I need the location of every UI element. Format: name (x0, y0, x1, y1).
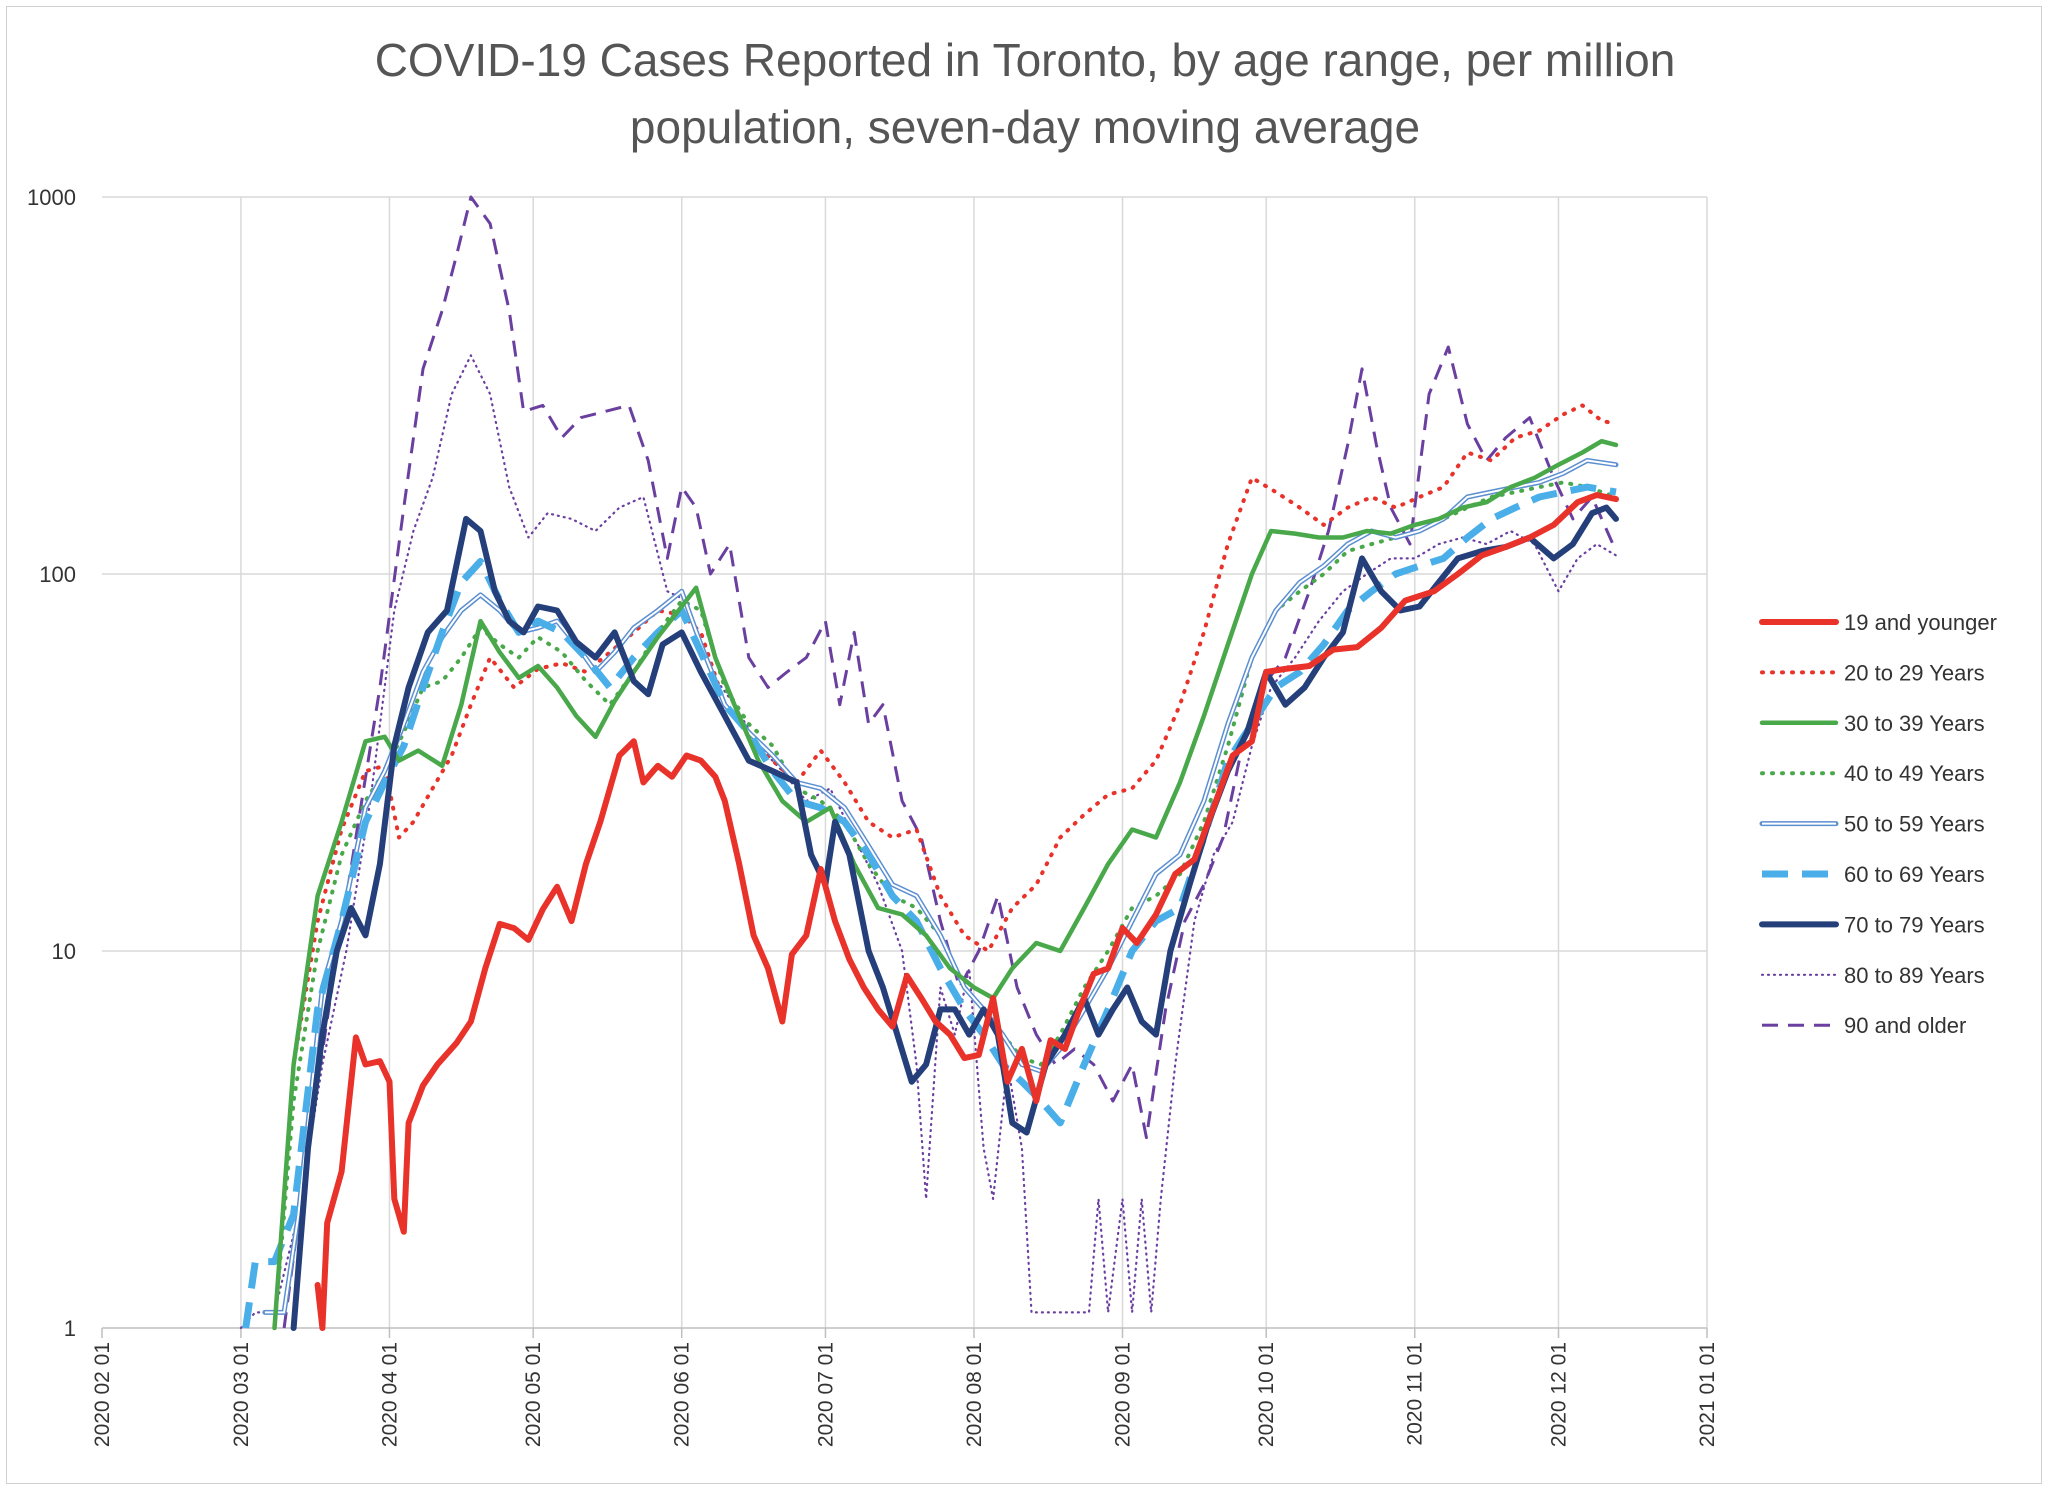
legend-item-80-to-89-years: 80 to 89 Years (1760, 963, 1985, 988)
x-tick-label: 2020 11 01 (1404, 1342, 1427, 1446)
x-tick-label: 2020 10 01 (1255, 1342, 1278, 1447)
series-line-30-to-39-years (272, 438, 1619, 1331)
chart-frame (6, 6, 2042, 1484)
gridlines (102, 196, 1708, 1328)
legend-item-90-and-older: 90 and older (1762, 1013, 1966, 1038)
y-tick-label: 1000 (27, 185, 76, 210)
legend-item-50-to-59-years: 50 to 59 Years (1759, 812, 1985, 837)
legend-item-40-to-49-years: 40 to 49 Years (1760, 761, 1985, 786)
legend-label: 40 to 49 Years (1844, 761, 1985, 786)
chart-title-line-1: COVID-19 Cases Reported in Toronto, by a… (375, 34, 1676, 86)
series-line-70-to-79-years (290, 504, 1619, 1331)
x-tick-label: 2020 02 01 (91, 1342, 114, 1447)
legend-item-70-to-79-years: 70 to 79 Years (1759, 912, 1985, 937)
y-tick-label: 10 (52, 939, 76, 964)
x-tick-label: 2020 12 01 (1547, 1342, 1570, 1447)
y-tick-label: 1 (64, 1316, 76, 1341)
series-line-90-and-older (282, 195, 1618, 1329)
legend-label: 70 to 79 Years (1844, 912, 1985, 937)
series-line-50-to-59-years (262, 458, 1619, 1315)
legend-label: 30 to 39 Years (1844, 711, 1985, 736)
axes: 2020 02 01 2020 03 01 2020 04 01 2020 05 01… (27, 185, 1719, 1447)
x-tick-label: 2020 08 01 (963, 1342, 986, 1447)
x-tick-label: 2020 03 01 (230, 1342, 253, 1447)
legend-label: 60 to 69 Years (1844, 862, 1985, 887)
series-line-60-to-69-years (242, 483, 1617, 1329)
legend-label: 80 to 89 Years (1844, 963, 1985, 988)
series-line-19-and-younger (314, 492, 1619, 1331)
x-tick-label: 2020 07 01 (814, 1342, 837, 1447)
legend-item-60-to-69-years: 60 to 69 Years (1762, 862, 1985, 887)
x-tick-label: 2020 06 01 (671, 1342, 694, 1447)
legend: 19 and younger 20 to 29 Years 30 to 39 Yea… (1759, 610, 1997, 1038)
x-tick-label: 2020 09 01 (1111, 1342, 1134, 1447)
x-tick-label: 2020 04 01 (378, 1342, 401, 1447)
legend-label: 19 and younger (1844, 610, 1997, 635)
x-tick-label: 2020 05 01 (522, 1342, 545, 1447)
legend-item-30-to-39-years: 30 to 39 Years (1759, 711, 1985, 736)
legend-label: 90 and older (1844, 1013, 1966, 1038)
y-tick-label: 100 (39, 562, 76, 587)
legend-item-20-to-29-years: 20 to 29 Years (1760, 660, 1985, 685)
chart-title-line-2: population, seven-day moving average (630, 101, 1420, 153)
x-tick-label: 2021 01 01 (1696, 1342, 1719, 1447)
legend-label: 20 to 29 Years (1844, 660, 1985, 685)
series-lines (239, 195, 1619, 1331)
legend-label: 50 to 59 Years (1844, 812, 1985, 837)
series-line-50-to-59-years-inner (264, 459, 1617, 1314)
legend-item-19-and-younger: 19 and younger (1759, 610, 1997, 635)
